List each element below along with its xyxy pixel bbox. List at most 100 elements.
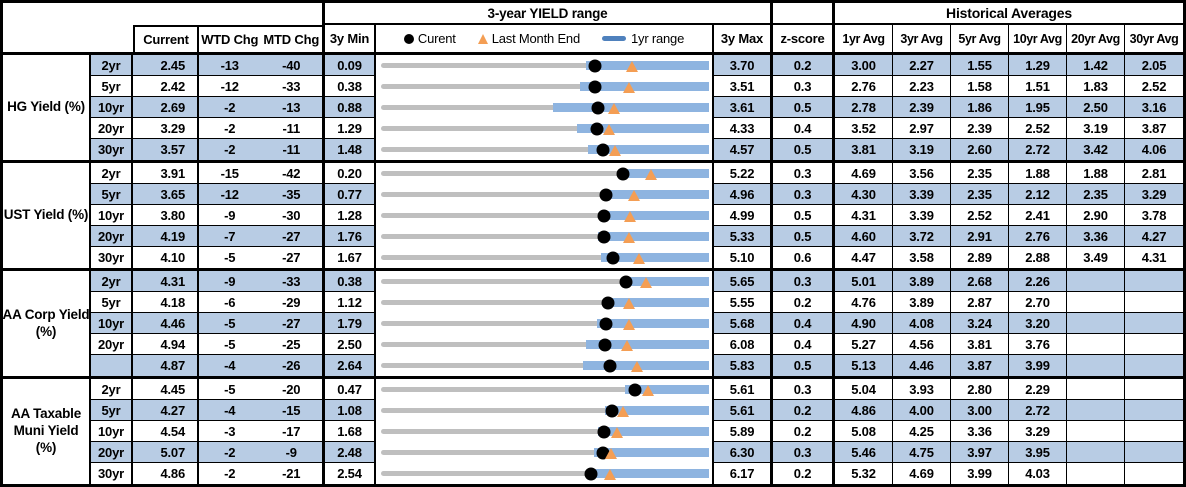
range-chart-cell — [376, 421, 714, 442]
current-cell: 3.65 — [133, 184, 199, 205]
last-month-triangle-icon — [608, 102, 621, 114]
zscore-blank — [773, 3, 835, 25]
last-month-triangle-icon — [602, 123, 615, 135]
current-dot-icon — [591, 101, 605, 114]
last-month-triangle-icon — [623, 297, 636, 309]
tenor-cell: 2yr — [91, 379, 133, 400]
current-dot-icon — [599, 188, 613, 201]
tenor-cell: 30yr — [91, 463, 133, 484]
range-track — [381, 387, 709, 392]
range-track — [381, 300, 709, 305]
tenor-cell: 5yr — [91, 184, 133, 205]
tenor-cell: 30yr — [91, 139, 133, 160]
range-track — [381, 363, 709, 368]
avg-cell — [1125, 442, 1183, 463]
range-chart-cell — [376, 463, 714, 484]
avg-cell: 5.01 — [835, 271, 893, 292]
avg-cell: 2.23 — [893, 76, 951, 97]
mtd-chg-value: -11 — [282, 120, 301, 136]
wtd-chg-value: -5 — [224, 315, 236, 331]
max-3y-cell: 6.17 — [714, 463, 773, 484]
wtd-chg-value: -5 — [224, 381, 236, 397]
chg-cell: -15 -42 — [199, 163, 325, 184]
current-cell: 2.69 — [133, 97, 199, 118]
avg-cell: 3.89 — [893, 271, 951, 292]
corner-blank — [3, 3, 133, 52]
avg-cell: 2.52 — [1125, 76, 1183, 97]
range-bar-1yr — [598, 427, 709, 436]
mtd-chg-value: -25 — [282, 336, 301, 352]
min-3y-cell: 2.50 — [325, 334, 376, 355]
tenor-cell: 20yr — [91, 442, 133, 463]
col-header-30yr-avg: 30yr Avg — [1129, 31, 1179, 46]
col-header-5yr-avg: 5yr Avg — [951, 25, 1009, 52]
min-3y-cell: 1.28 — [325, 205, 376, 226]
chg-cell: -2 -9 — [199, 442, 325, 463]
avg-cell — [1067, 442, 1125, 463]
avg-cell: 5.27 — [835, 334, 893, 355]
section-aa-corp: AA Corp Yield (%) 2yr 4.31 -9 -33 0.38 5.65 0.3 5… — [3, 271, 1183, 379]
avg-cell: 2.52 — [951, 205, 1009, 226]
mtd-chg-value: -27 — [282, 250, 301, 265]
avg-cell: 4.08 — [893, 313, 951, 334]
current-dot-icon — [603, 359, 617, 372]
last-month-triangle-icon — [641, 384, 654, 396]
zscore-cell: 0.2 — [773, 421, 835, 442]
group-label: UST Yield (%) — [3, 163, 91, 268]
avg-cell: 1.42 — [1067, 55, 1125, 76]
avg-cell: 2.26 — [1009, 271, 1067, 292]
min-3y-cell: 2.64 — [325, 355, 376, 376]
chg-cell: -7 -27 — [199, 226, 325, 247]
avg-cell: 2.87 — [951, 292, 1009, 313]
range-track — [381, 171, 709, 176]
range-chart-cell — [376, 139, 714, 160]
avg-cell: 2.80 — [951, 379, 1009, 400]
wtd-chg-value: -2 — [224, 99, 236, 115]
zscore-cell: 0.3 — [773, 76, 835, 97]
current-cell: 4.54 — [133, 421, 199, 442]
avg-cell: 3.95 — [1009, 442, 1067, 463]
last-month-triangle-icon — [644, 168, 657, 180]
mtd-chg-value: -33 — [282, 273, 301, 289]
chg-cell: -5 -20 — [199, 379, 325, 400]
avg-cell: 4.90 — [835, 313, 893, 334]
current-dot-icon — [596, 143, 610, 156]
last-month-triangle-icon — [627, 189, 640, 201]
avg-cell: 3.52 — [835, 118, 893, 139]
chg-cell: -9 -33 — [199, 271, 325, 292]
avg-cell: 2.05 — [1125, 55, 1183, 76]
current-cell: 4.46 — [133, 313, 199, 334]
avg-cell: 1.51 — [1009, 76, 1067, 97]
avg-cell: 2.76 — [835, 76, 893, 97]
range-chart-cell — [376, 97, 714, 118]
mtd-chg-value: -35 — [282, 186, 301, 202]
range-bar-1yr — [610, 190, 709, 199]
col-header-20yr-avg: 20yr Avg — [1067, 25, 1125, 52]
avg-cell: 3.81 — [951, 334, 1009, 355]
mtd-chg-value: -9 — [285, 444, 297, 460]
mtd-chg-value: -27 — [282, 315, 301, 331]
avg-cell: 1.29 — [1009, 55, 1067, 76]
avg-cell: 3.20 — [1009, 313, 1067, 334]
avg-cell: 3.19 — [893, 139, 951, 160]
avg-cell: 3.56 — [893, 163, 951, 184]
max-3y-cell: 5.55 — [714, 292, 773, 313]
zscore-cell: 0.3 — [773, 184, 835, 205]
tenor-cell: 5yr — [91, 292, 133, 313]
avg-cell: 4.75 — [893, 442, 951, 463]
wtd-chg-value: -4 — [224, 358, 236, 373]
tenor-cell: 20yr — [91, 226, 133, 247]
chg-cell: -5 -27 — [199, 247, 325, 268]
col-header-3y-min: 3y Min — [325, 25, 376, 52]
min-3y-cell: 0.88 — [325, 97, 376, 118]
avg-cell: 3.19 — [1067, 118, 1125, 139]
current-dot-icon — [590, 122, 604, 135]
max-3y-cell: 5.65 — [714, 271, 773, 292]
wtd-chg-value: -6 — [224, 294, 236, 310]
range-track-area — [381, 97, 709, 118]
section-ust: UST Yield (%) 2yr 3.91 -15 -42 0.20 5.22 0.3 4.6… — [3, 163, 1183, 271]
group-label-line: UST Yield (%) — [3, 207, 89, 223]
zscore-cell: 0.5 — [773, 355, 835, 376]
avg-cell: 3.24 — [951, 313, 1009, 334]
avg-cell: 2.81 — [1125, 163, 1183, 184]
